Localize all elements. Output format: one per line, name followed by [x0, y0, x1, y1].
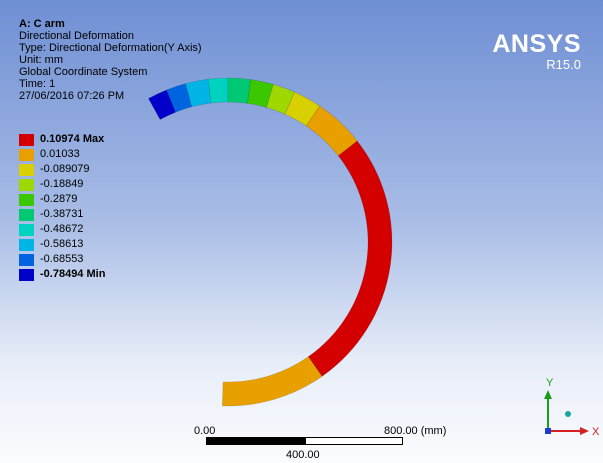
legend-value: -0.2879	[40, 193, 78, 205]
legend-value: 0.01033	[40, 148, 80, 160]
x-axis-label: X	[592, 426, 600, 438]
result-info-panel: A: C arm Directional Deformation Type: D…	[19, 18, 202, 102]
legend-color-swatch	[19, 194, 34, 206]
contour-band	[227, 77, 252, 104]
y-axis-arrow	[544, 390, 552, 399]
legend-value: -0.78494 Min	[40, 268, 106, 280]
isometric-view-ball[interactable]	[565, 411, 571, 417]
axis-triad[interactable]: Y X	[544, 377, 600, 438]
legend-color-swatch	[19, 209, 34, 221]
legend-value: -0.18849	[40, 178, 84, 190]
z-axis-marker	[545, 428, 551, 434]
legend-value: -0.58613	[40, 238, 84, 250]
legend-value: -0.68553	[40, 253, 84, 265]
c-arm-deformation-contour[interactable]	[148, 77, 393, 407]
legend-value: -0.38731	[40, 208, 84, 220]
result-timestamp: 27/06/2016 07:26 PM	[19, 90, 125, 102]
contour-band	[207, 77, 229, 104]
coordinate-system: Global Coordinate System	[19, 66, 148, 78]
legend-color-swatch	[19, 134, 34, 146]
ansys-logo: ANSYS	[492, 30, 581, 58]
contour-band	[307, 140, 393, 377]
legend-color-swatch	[19, 164, 34, 176]
analysis-title: A: C arm	[19, 18, 65, 30]
result-time: Time: 1	[19, 78, 56, 90]
legend-color-swatch	[19, 239, 34, 251]
x-axis-arrow	[580, 427, 589, 435]
result-name: Directional Deformation	[19, 30, 134, 42]
legend-color-swatch	[19, 254, 34, 266]
legend-color-swatch	[19, 269, 34, 281]
ansys-brand: ANSYS R15.0	[492, 30, 581, 72]
ansys-version: R15.0	[546, 57, 581, 72]
legend-value: 0.10974 Max	[40, 133, 105, 145]
result-unit: Unit: mm	[19, 54, 63, 66]
legend-color-swatch	[19, 149, 34, 161]
legend-color-swatch	[19, 179, 34, 191]
contour-band	[221, 356, 323, 407]
legend-color-swatch	[19, 224, 34, 236]
legend-value: -0.089079	[40, 163, 90, 175]
legend-value: -0.48672	[40, 223, 84, 235]
result-type: Type: Directional Deformation(Y Axis)	[19, 42, 202, 54]
y-axis-label: Y	[546, 377, 554, 389]
